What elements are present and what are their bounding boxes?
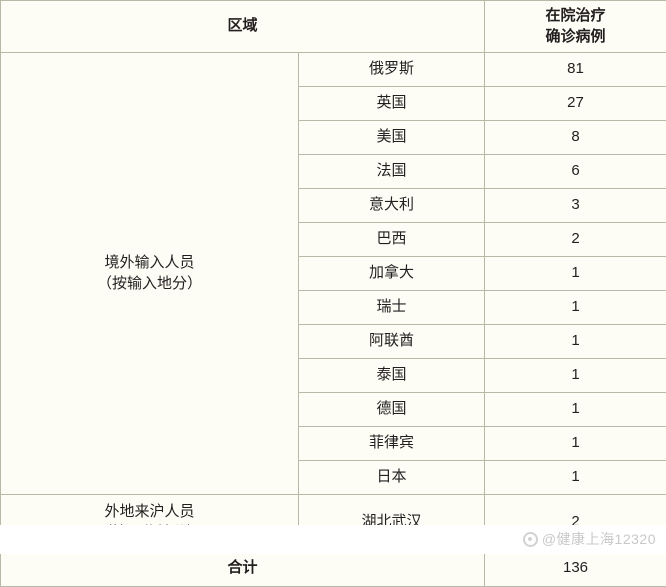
place-name: 英国 [299,87,485,121]
place-name: 巴西 [299,223,485,257]
case-count: 1 [485,325,666,359]
header-count-line2: 确诊病例 [489,27,662,47]
place-name: 加拿大 [299,257,485,291]
case-count: 1 [485,359,666,393]
header-inpatient-confirmed: 在院治疗 确诊病例 [485,1,666,53]
case-count: 1 [485,461,666,495]
place-name: 法国 [299,155,485,189]
case-count: 3 [485,189,666,223]
case-count: 27 [485,87,666,121]
weibo-eye-icon [523,532,538,547]
table-header-row: 区域 在院治疗 确诊病例 [1,1,666,53]
case-count: 8 [485,121,666,155]
case-count: 81 [485,53,666,87]
place-name: 美国 [299,121,485,155]
place-name: 阿联酋 [299,325,485,359]
header-count-line1: 在院治疗 [489,6,662,26]
group-label-imported: 境外输入人员 （按输入地分） [1,53,299,495]
case-count: 1 [485,393,666,427]
place-name: 瑞士 [299,291,485,325]
group-label-line1: 境外输入人员 [5,253,294,273]
case-count: 6 [485,155,666,189]
case-count: 1 [485,291,666,325]
place-name: 菲律宾 [299,427,485,461]
case-count: 1 [485,427,666,461]
total-label: 合计 [1,551,485,587]
header-region: 区域 [1,1,485,53]
watermark-text: @健康上海12320 [542,529,656,549]
case-count: 1 [485,257,666,291]
place-name: 日本 [299,461,485,495]
case-count: 2 [485,223,666,257]
place-name: 泰国 [299,359,485,393]
group-label-line1: 外地来沪人员 [5,502,294,522]
place-name: 俄罗斯 [299,53,485,87]
place-name: 意大利 [299,189,485,223]
watermark: @健康上海12320 [523,529,656,549]
group-label-line2: （按输入地分） [5,274,294,294]
place-name: 德国 [299,393,485,427]
table-row: 境外输入人员 （按输入地分） 俄罗斯 81 [1,53,666,87]
table-sheet: 区域 在院治疗 确诊病例 境外输入人员 （按输入地分） 俄罗斯 81 英国 [0,0,666,554]
table-total-row: 合计 136 [1,551,666,587]
total-value: 136 [485,551,666,587]
